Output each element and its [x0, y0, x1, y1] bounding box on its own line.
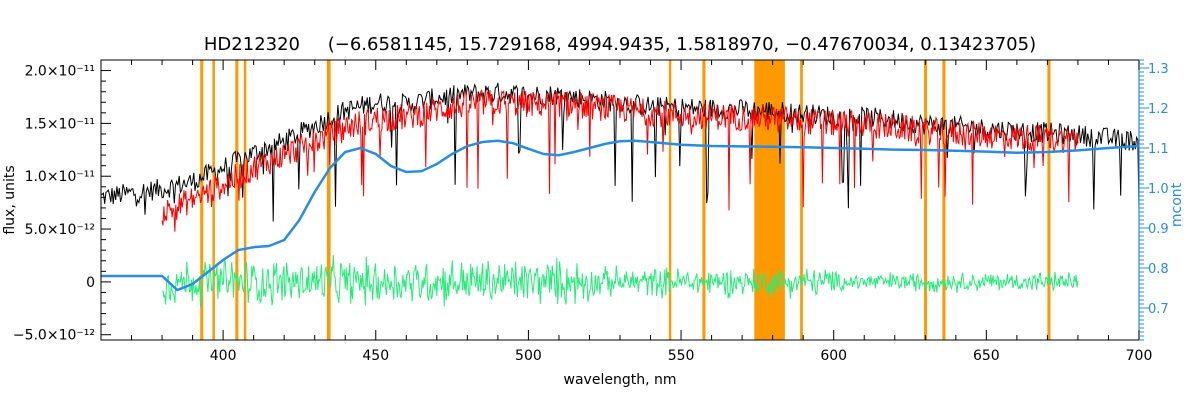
x-axis: 400 450 500 550 600 650 700 — [100, 60, 1153, 364]
y-tick-label: 0 — [86, 275, 95, 291]
series-layer — [101, 82, 1139, 308]
chart-title: HD212320 (−6.6581145, 15.729168, 4994.94… — [204, 34, 1036, 55]
masked-region-8 — [800, 60, 803, 340]
masked-region-7 — [754, 60, 785, 340]
y-axis: 2.0×10⁻¹¹ 1.5×10⁻¹¹ 1.0×10⁻¹¹ 5.0×10⁻¹² 0 −5.… — [13, 64, 111, 344]
masked-region-5 — [668, 60, 672, 340]
x-axis-label: wavelength, nm — [564, 372, 677, 388]
masked-region-6 — [702, 60, 706, 340]
right-y-axis-label: mcont — [1169, 182, 1185, 227]
series-residual-line — [161, 255, 1079, 308]
y-tick-label: 5.0×10⁻¹² — [25, 222, 95, 238]
right-y-tick-label: 0.7 — [1148, 302, 1169, 317]
x-tick-label: 550 — [668, 348, 695, 364]
y-tick-label: 1.0×10⁻¹¹ — [25, 169, 95, 185]
masked-region-4 — [326, 60, 331, 340]
right-y-axis: 0.7 0.8 0.9 1.0 1.1 1.2 1.3 — [1139, 59, 1169, 341]
masked-region-2 — [235, 60, 239, 340]
x-tick-label: 600 — [820, 348, 847, 364]
x-tick-label: 450 — [362, 348, 389, 364]
masked-region-3 — [243, 60, 247, 340]
chart-title-name: HD212320 — [204, 34, 300, 55]
series-continuum-line — [101, 139, 1139, 292]
x-tick-label: 700 — [1126, 348, 1153, 364]
x-tick-label: 500 — [515, 348, 542, 364]
right-y-tick-label: 0.9 — [1148, 222, 1169, 237]
right-y-tick-label: 1.2 — [1148, 102, 1169, 117]
right-y-tick-label: 0.8 — [1148, 262, 1169, 277]
masked-region-9 — [924, 60, 928, 340]
series-model-line — [161, 89, 1079, 232]
masked-region-10 — [942, 60, 946, 340]
y-tick-label: −5.0×10⁻¹² — [13, 328, 95, 344]
x-tick-label: 400 — [210, 348, 237, 364]
x-tick-label: 650 — [973, 348, 1000, 364]
y-tick-label: 2.0×10⁻¹¹ — [25, 64, 95, 80]
right-y-tick-label: 1.1 — [1148, 142, 1169, 157]
y-tick-label: 1.5×10⁻¹¹ — [25, 116, 95, 132]
masked-regions — [200, 60, 1051, 340]
masked-region-11 — [1047, 60, 1051, 340]
right-y-tick-label: 1.0 — [1148, 182, 1169, 197]
y-axis-label: flux, units — [2, 165, 18, 234]
chart-subtitle: (−6.6581145, 15.729168, 4994.9435, 1.581… — [328, 34, 1036, 55]
right-y-tick-label: 1.3 — [1148, 62, 1169, 77]
